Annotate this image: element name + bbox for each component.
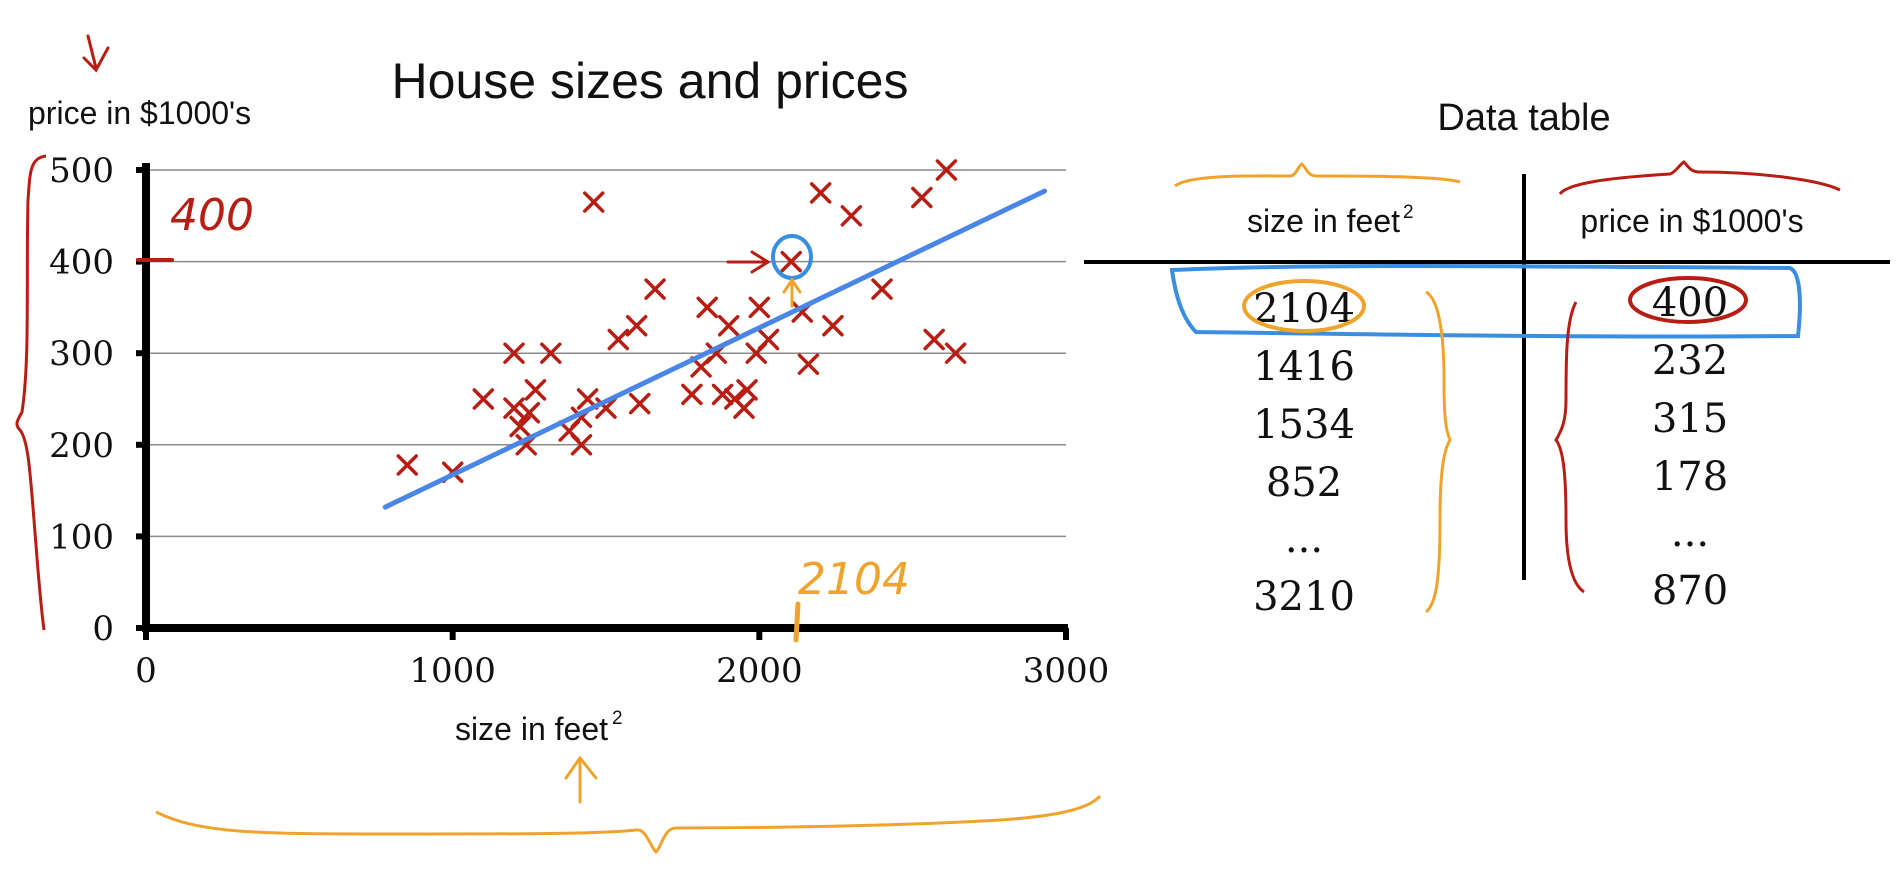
col2-cell: 870 <box>1652 568 1728 614</box>
data-point <box>681 383 703 406</box>
scatter-chart: House sizes and prices price in $1000's … <box>28 53 1109 747</box>
table-title: Data table <box>1437 97 1610 139</box>
regression-line-group <box>382 188 1048 510</box>
data-point <box>625 314 648 337</box>
data-point <box>607 328 630 351</box>
data-point <box>570 434 593 456</box>
orange-arrow-up-icon <box>782 277 802 308</box>
data-point <box>736 379 758 401</box>
col1-cell: 1416 <box>1253 344 1355 390</box>
blue-highlight-circle-icon <box>771 234 813 280</box>
orange-tick-mark-icon <box>793 601 801 643</box>
red-arrow-right-icon <box>726 250 771 274</box>
y-tick-label: 400 <box>49 243 114 283</box>
x-tick-label: 1000 <box>409 651 496 691</box>
regression-line <box>382 188 1048 510</box>
data-point <box>540 342 562 364</box>
data-point <box>733 397 755 419</box>
data-table: Data table size in feet 2 price in $1000… <box>1084 97 1890 620</box>
data-point <box>711 383 734 406</box>
col2-header: price in $1000's <box>1580 203 1803 239</box>
y-tick-label: 100 <box>49 517 114 557</box>
col1-cell: 3210 <box>1253 574 1355 620</box>
chart-annotations: 400 2104 <box>15 34 1102 855</box>
red-arrow-down-icon <box>82 34 110 73</box>
col1-header-superscript: 2 <box>1403 202 1414 223</box>
x-marker-text: 2104 <box>798 554 910 605</box>
x-tick-label: 0 <box>135 651 157 691</box>
data-points <box>396 159 967 484</box>
col2-cell: ... <box>1671 510 1709 556</box>
red-brace-left-icon <box>15 154 47 631</box>
y-tick-label: 0 <box>92 609 114 649</box>
data-point <box>524 379 547 401</box>
col2-cell: 315 <box>1652 396 1728 442</box>
y-marker-text: 400 <box>170 190 254 241</box>
data-point <box>757 328 780 351</box>
data-point <box>503 342 525 364</box>
data-point <box>797 353 820 375</box>
orange-column-brace-icon <box>1424 290 1452 614</box>
col2-cell: 178 <box>1652 454 1728 500</box>
data-point <box>509 415 531 438</box>
red-column-brace-icon <box>1554 301 1585 594</box>
col1-cell: 1534 <box>1253 402 1355 448</box>
data-point <box>582 191 605 213</box>
x-axis-label-superscript: 2 <box>612 708 623 729</box>
col1-cell: 2104 <box>1253 286 1355 332</box>
col1-values: 2104 1416 1534 852... 3210 <box>1253 286 1355 620</box>
data-point <box>628 392 651 415</box>
chart-title: House sizes and prices <box>392 53 909 109</box>
data-point <box>696 296 718 319</box>
x-tick-marks <box>143 628 1069 640</box>
data-point <box>944 342 967 364</box>
y-axis-label: price in $1000's <box>28 95 251 131</box>
red-header-brace-icon <box>1558 160 1841 196</box>
data-point <box>472 388 495 410</box>
data-point <box>935 159 958 181</box>
x-tick-label: 3000 <box>1023 651 1110 691</box>
col1-header: size in feet <box>1247 203 1400 239</box>
gridlines <box>146 169 1066 538</box>
data-point <box>871 278 893 300</box>
data-point <box>518 401 541 424</box>
data-point <box>717 314 740 337</box>
red-value-circle-icon <box>1628 276 1748 324</box>
orange-header-brace-icon <box>1174 162 1461 188</box>
col1-cell: 852 <box>1266 460 1342 506</box>
orange-brace-bottom-icon <box>155 794 1102 855</box>
y-tick-label: 200 <box>49 426 114 466</box>
orange-arrow-up-icon <box>564 755 598 804</box>
orange-value-circle-icon <box>1242 279 1366 333</box>
col2-cell: 232 <box>1652 338 1728 384</box>
col1-cell: ... <box>1285 516 1323 562</box>
data-point <box>809 182 832 204</box>
y-tick-label: 500 <box>49 151 114 191</box>
x-axis-label: size in feet <box>455 711 608 747</box>
data-point <box>503 397 525 419</box>
data-point <box>911 186 933 209</box>
data-point <box>923 328 945 351</box>
data-point <box>644 278 666 300</box>
data-point <box>780 250 802 273</box>
x-tick-labels: 0 1000 2000 3000 <box>135 651 1109 691</box>
blue-row-highlight-icon <box>1169 264 1802 339</box>
data-point <box>822 314 844 337</box>
y-tick-label: 300 <box>49 334 114 374</box>
data-point <box>840 205 863 227</box>
data-point <box>748 296 771 319</box>
x-tick-label: 2000 <box>716 651 803 691</box>
data-point <box>396 454 419 476</box>
y-tick-labels: 0 100 200 300 400 500 <box>49 151 146 649</box>
